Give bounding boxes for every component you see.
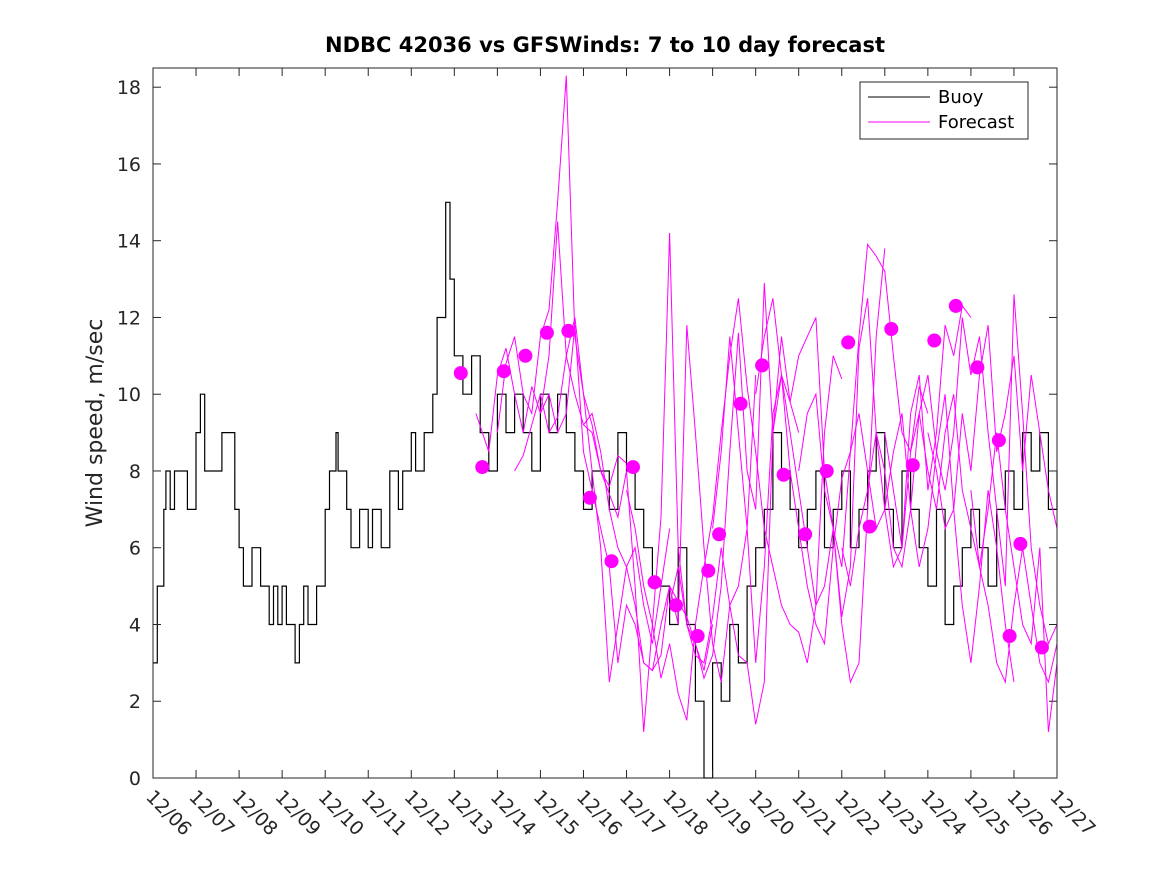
forecast-point-marker [647,575,662,590]
legend-box [859,81,1029,140]
forecast-point-marker [755,358,770,373]
forecast-point-marker [701,563,716,578]
buoy-series-line [153,201,1058,779]
forecast-point-marker [604,554,619,569]
forecast-series-line-13 [927,325,1058,531]
forecast-point-marker [669,598,683,613]
forecast-point-marker [798,527,813,542]
plot-frame [152,67,1058,779]
legend-label-forecast: Forecast [938,112,1014,133]
forecast-series-line-11 [841,294,1058,646]
chart-title: NDBC 42036 vs GFSWinds: 7 to 10 day fore… [325,33,885,57]
y-tick-label: 8 [129,461,141,483]
forecast-point-marker [561,323,576,338]
forecast-point-marker [1002,629,1017,643]
forecast-point-marker [690,629,705,643]
y-axis-label: Wind speed, m/sec [83,319,108,528]
forecast-point-marker [884,322,899,336]
forecast-point-marker [712,527,727,542]
y-tick-label: 4 [129,614,141,636]
forecast-point-marker [841,335,856,350]
forecast-point-marker [475,460,490,475]
forecast-point-marker [1034,640,1049,655]
forecast-point-marker [948,298,963,313]
forecast-point-marker [776,467,791,482]
forecast-series-line-12 [884,394,1058,732]
forecast-series-line-10 [798,392,1015,683]
forecast-point-marker [862,519,877,534]
legend-label-buoy: Buoy [938,87,984,108]
y-tick-label: 14 [117,231,141,253]
y-tick-label: 2 [129,691,141,713]
y-tick-label: 18 [117,77,141,99]
forecast-series-line-8 [712,243,929,663]
forecast-point-marker [819,464,834,478]
forecast-point-marker [582,490,597,505]
forecast-point-marker [626,460,640,475]
forecast-series-line-14 [970,490,1058,684]
forecast-series-line-5 [583,282,800,680]
series-layer [153,75,1058,779]
forecast-point-marker [1013,536,1028,551]
plot-area [153,68,1057,778]
forecast-point-marker [991,433,1006,448]
forecast-series-line-6 [626,298,843,721]
y-tick-label: 6 [129,538,141,560]
forecast-series-line-7 [669,248,886,725]
forecast-point-marker [518,348,533,363]
forecast-point-marker [733,396,748,411]
forecast-point-marker [539,325,554,340]
marker-layer [453,298,1049,655]
forecast-point-marker [453,366,468,381]
legend: Buoy Forecast [859,81,1029,140]
forecast-point-marker [496,364,511,379]
forecast-point-marker [905,458,920,473]
y-tick-label: 0 [129,768,141,790]
y-tick-label: 10 [117,384,141,406]
forecast-point-marker [970,360,985,375]
y-tick-label: 12 [117,307,141,329]
forecast-point-marker [927,333,942,348]
y-tick-label: 16 [117,154,141,176]
